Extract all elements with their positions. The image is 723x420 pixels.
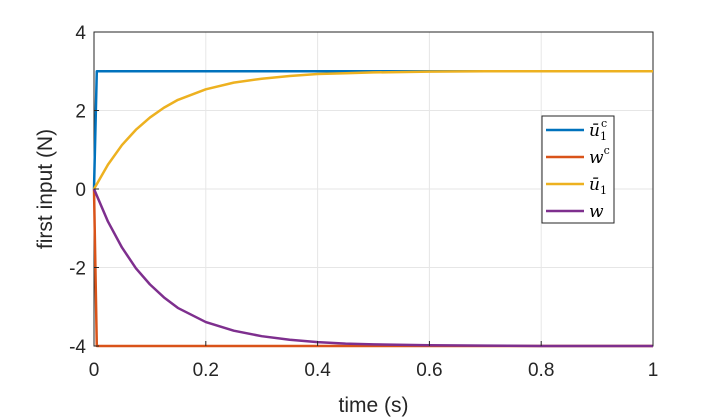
legend-entry-3: w (589, 202, 604, 222)
x-tick-label: 0.8 (528, 360, 554, 381)
legend-entry-base: ū (589, 175, 600, 195)
legend-entry-superscript: c (604, 144, 610, 157)
legend-box (541, 115, 615, 224)
y-axis-ticks: -4 -2 0 2 4 (69, 23, 99, 358)
x-tick-label: 0.6 (416, 360, 442, 381)
x-axis-label: time (s) (339, 394, 409, 417)
y-tick-label: 0 (75, 180, 86, 201)
legend-entry-2: ū1 (589, 175, 607, 197)
x-tick-label: 0.4 (304, 360, 331, 381)
legend-entry-base: w (589, 202, 604, 222)
x-tick-label: 1 (648, 360, 659, 381)
y-tick-label: 4 (75, 23, 86, 44)
x-tick-label: 0 (89, 360, 100, 381)
series-line-3 (92, 188, 653, 348)
legend-entry-1: wc (589, 144, 610, 168)
legend-entry-subscript: 1 (600, 184, 607, 197)
legend-entry-base: ū (589, 121, 600, 141)
x-axis-ticks: 0 0.2 0.4 0.6 0.8 1 (89, 341, 659, 381)
legend-entry-superscript: c (601, 117, 607, 130)
y-tick-label: 2 (75, 102, 86, 123)
legend-entry-subscript: 1 (600, 130, 607, 143)
legend-entry-0: ū1c (589, 117, 607, 143)
y-axis-label: first input (N) (34, 129, 57, 249)
series-line-2 (92, 70, 653, 190)
y-tick-label: -2 (69, 259, 86, 280)
y-tick-label: -4 (69, 337, 86, 358)
x-tick-label: 0.2 (193, 360, 219, 381)
legend-entry-base: w (589, 148, 604, 168)
